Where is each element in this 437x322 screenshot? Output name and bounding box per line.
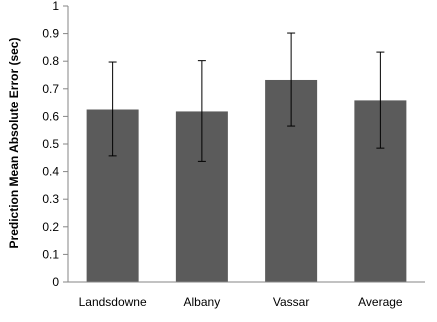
y-tick-label: 1 <box>52 0 59 13</box>
x-tick-labels: Landsdowne Albany Vassar Average <box>79 295 403 309</box>
x-tick-label: Albany <box>184 295 221 309</box>
y-tick-label: 0.1 <box>42 247 59 261</box>
y-tick-label: 0 <box>52 275 59 289</box>
y-tick-label: 0.5 <box>42 137 59 151</box>
x-tick-label: Vassar <box>273 295 309 309</box>
error-bars <box>108 32 385 162</box>
y-tick-label: 0.3 <box>42 192 59 206</box>
y-tick-label: 0.6 <box>42 109 59 123</box>
y-tick-label: 0.9 <box>42 27 59 41</box>
y-tick-label: 0.4 <box>42 165 59 179</box>
x-tick-label: Average <box>358 295 403 309</box>
y-tick-label: 0.2 <box>42 220 59 234</box>
x-tick-label: Landsdowne <box>79 295 147 309</box>
y-axis-title: Prediction Mean Absolute Error (sec) <box>7 38 21 249</box>
y-ticks: 0 0.1 0.2 0.3 0.4 0.5 0.6 0.7 0.8 0.9 1 <box>42 0 68 289</box>
bars <box>86 79 407 282</box>
y-tick-label: 0.8 <box>42 54 59 68</box>
y-tick-label: 0.7 <box>42 82 59 96</box>
